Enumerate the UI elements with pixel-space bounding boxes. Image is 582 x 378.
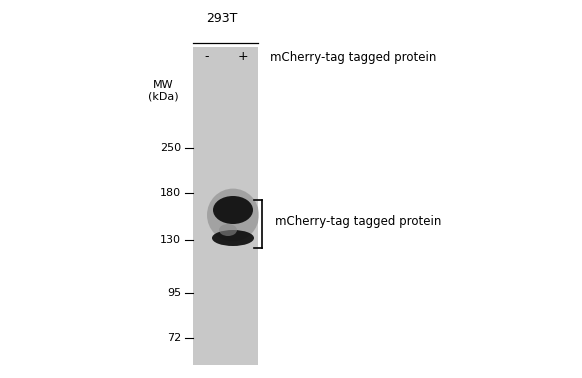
Text: 293T: 293T — [206, 12, 237, 25]
Ellipse shape — [213, 196, 253, 224]
Ellipse shape — [212, 230, 254, 246]
Text: 130: 130 — [160, 235, 181, 245]
Text: 95: 95 — [167, 288, 181, 298]
Ellipse shape — [219, 224, 237, 236]
Ellipse shape — [207, 189, 259, 242]
Bar — [193, 47, 258, 365]
Text: 250: 250 — [160, 143, 181, 153]
Text: mCherry-tag tagged protein: mCherry-tag tagged protein — [270, 51, 436, 64]
Text: MW
(kDa): MW (kDa) — [148, 80, 178, 102]
Text: -: - — [205, 51, 210, 64]
Text: +: + — [237, 51, 249, 64]
Text: 180: 180 — [160, 188, 181, 198]
Text: mCherry-tag tagged protein: mCherry-tag tagged protein — [275, 215, 441, 228]
Text: 72: 72 — [167, 333, 181, 343]
